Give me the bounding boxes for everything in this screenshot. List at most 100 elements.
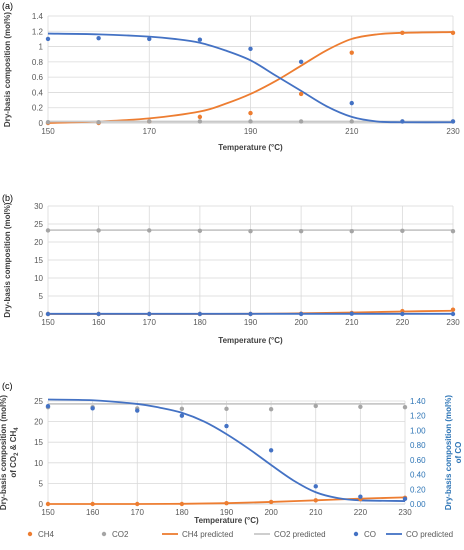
y-tick-label: 0.2	[32, 104, 44, 113]
panel-label: (c)	[2, 381, 13, 391]
data-point-co2	[450, 229, 456, 234]
legend-label: CH4	[38, 530, 55, 539]
x-tick-label: 210	[345, 318, 359, 327]
data-point-co	[45, 36, 51, 42]
y-right-tick-label: 0.20	[410, 485, 426, 494]
y-right-axis-title: Dry-basis composition (mol%)of CO	[444, 395, 463, 510]
data-point-ch4	[224, 500, 229, 506]
data-point-ch4	[298, 91, 304, 97]
data-point-co	[224, 423, 229, 429]
legend-item-co2-predicted: CO2 predicted	[254, 530, 326, 539]
y-tick-label: 30	[34, 202, 43, 211]
data-point-co2	[147, 228, 152, 233]
data-point-co	[45, 311, 51, 317]
y-right-tick-label: 1.40	[410, 397, 426, 406]
data-point-ch4	[450, 30, 456, 36]
x-tick-label: 230	[398, 508, 412, 517]
data-point-co2	[45, 120, 51, 125]
data-point-co2	[313, 403, 318, 409]
y-right-tick-label: 1.20	[410, 412, 426, 421]
y-tick-label: 0.4	[32, 88, 44, 97]
x-axis-title: Temperature (°C)	[218, 143, 283, 152]
data-point-co2	[197, 119, 203, 124]
data-point-co2	[248, 229, 253, 234]
data-point-co2	[268, 407, 274, 412]
x-tick-label: 200	[264, 508, 278, 517]
data-point-co	[96, 35, 101, 41]
data-point-co	[179, 413, 185, 418]
y-tick-label: 0	[39, 500, 44, 509]
legend-marker	[353, 531, 359, 537]
x-tick-label: 150	[41, 127, 55, 136]
data-point-ch4	[450, 307, 456, 312]
y-tick-label: 10	[34, 274, 43, 283]
x-tick-label: 180	[175, 508, 189, 517]
legend-item-ch4-predicted: CH4 predicted	[162, 530, 233, 539]
data-point-co2	[197, 228, 203, 234]
data-point-co	[298, 311, 304, 317]
panel-label: (a)	[2, 1, 13, 11]
data-point-ch4	[197, 114, 203, 120]
legend-label: CO2 predicted	[274, 530, 326, 539]
data-point-ch4	[90, 501, 95, 507]
y-axis-title: Dry-basis composition (mol%)	[3, 12, 12, 127]
data-point-co	[358, 494, 363, 499]
x-tick-label: 160	[92, 318, 106, 327]
data-point-co2	[224, 406, 229, 412]
series-line-co-predicted	[47, 32, 454, 124]
x-tick-label: 170	[143, 318, 157, 327]
data-point-co2	[147, 119, 152, 124]
data-point-co	[450, 311, 456, 317]
data-point-ch4	[349, 50, 354, 55]
data-point-co2	[358, 404, 363, 409]
panel-b: (b) 0 5 10 15 20 25 30 150 160 170 180 190 200 210 220 2…	[2, 193, 460, 345]
y-right-tick-label: 1.00	[410, 426, 426, 435]
data-point-co2	[96, 228, 101, 233]
y-right-tick-label: 0.80	[410, 441, 426, 450]
y-tick-label: 20	[34, 238, 43, 247]
y-tick-label: 0.6	[32, 73, 44, 82]
panel-c: (c) 0 5 10 15 20 25 150 160 170 180 190 200 210 220 230…	[0, 381, 463, 525]
y-tick-label: 1.2	[32, 27, 44, 36]
data-point-co	[268, 448, 274, 453]
data-point-ch4	[179, 501, 185, 507]
data-point-co	[248, 311, 253, 317]
y-tick-label: 25	[34, 397, 43, 406]
x-axis-title: Temperature (°C)	[218, 336, 283, 345]
data-point-co	[313, 484, 318, 489]
x-tick-label: 210	[345, 127, 359, 136]
data-point-co	[248, 46, 253, 52]
legend-label: CO	[364, 530, 376, 539]
data-point-co	[90, 406, 95, 411]
data-point-co2	[248, 119, 253, 124]
legend-marker	[27, 531, 33, 537]
data-point-co	[147, 36, 152, 42]
data-point-co2	[349, 229, 354, 234]
data-point-co	[349, 100, 354, 106]
legend-item-co-predicted: CO predicted	[386, 530, 453, 539]
data-point-ch4	[248, 110, 253, 116]
legend-label: CO2	[112, 530, 129, 539]
legend-item-co: CO	[353, 530, 376, 539]
x-tick-label: 200	[294, 318, 308, 327]
y-tick-label: 15	[34, 438, 43, 447]
data-point-ch4	[400, 30, 405, 36]
data-point-co	[400, 119, 405, 124]
data-point-co2	[96, 120, 101, 125]
series-line-ch4-predicted	[47, 31, 454, 124]
data-point-co2	[400, 228, 405, 234]
data-point-co	[45, 403, 51, 409]
data-point-co	[400, 311, 405, 317]
data-point-ch4	[268, 499, 274, 505]
data-point-co	[450, 119, 456, 124]
y-tick-label: 25	[34, 220, 43, 229]
x-tick-label: 190	[220, 508, 234, 517]
data-point-co	[147, 311, 152, 317]
x-tick-label: 210	[309, 508, 323, 517]
data-point-co2	[45, 228, 51, 233]
y-axis-title: Dry-basis composition (mol%)	[3, 202, 12, 317]
data-point-co2	[179, 406, 185, 412]
y-right-tick-label: 0.60	[410, 456, 426, 465]
y-tick-label: 0.8	[32, 58, 44, 67]
